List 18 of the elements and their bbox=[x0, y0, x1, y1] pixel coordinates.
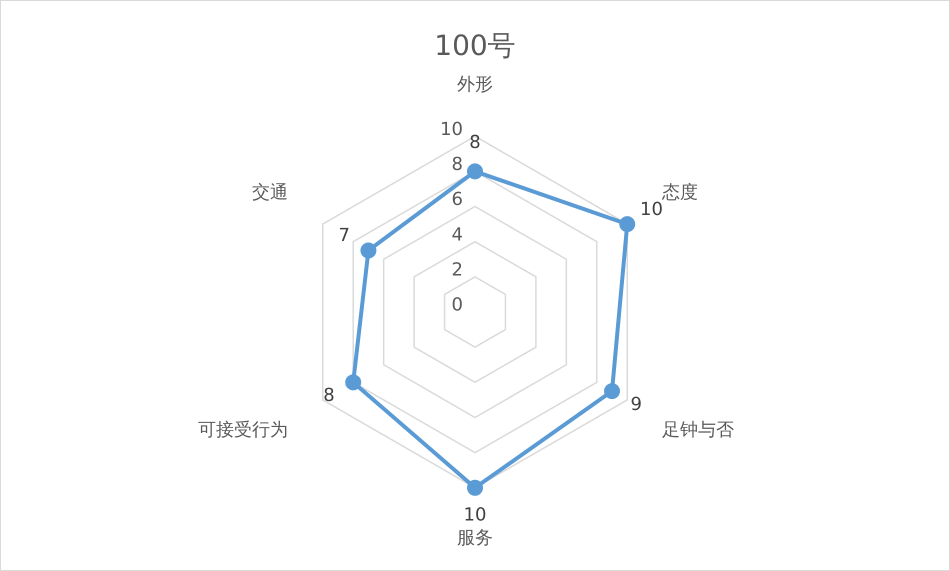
y-tick-label: 6 bbox=[452, 189, 463, 210]
spoke-label: 外形 bbox=[457, 74, 493, 96]
spoke-label: 可接受行为 bbox=[198, 419, 288, 440]
y-tick-label: 4 bbox=[452, 224, 463, 246]
data-label: 9 bbox=[630, 394, 642, 415]
spoke-label: 足钟与否 bbox=[662, 419, 734, 440]
y-tick-label: 8 bbox=[452, 154, 463, 176]
spoke-label: 服务 bbox=[457, 527, 493, 548]
y-tick-label: 0 bbox=[452, 294, 463, 316]
data-label: 7 bbox=[338, 225, 350, 246]
y-tick-label: 2 bbox=[452, 260, 463, 281]
spoke-label: 交通 bbox=[252, 182, 288, 203]
data-label: 8 bbox=[469, 132, 481, 154]
y-tick-label: 10 bbox=[440, 118, 463, 140]
spoke-label: 态度 bbox=[660, 182, 698, 203]
chart-title: 100号 bbox=[434, 29, 516, 62]
data-label: 8 bbox=[323, 384, 335, 406]
data-label: 10 bbox=[640, 198, 663, 220]
